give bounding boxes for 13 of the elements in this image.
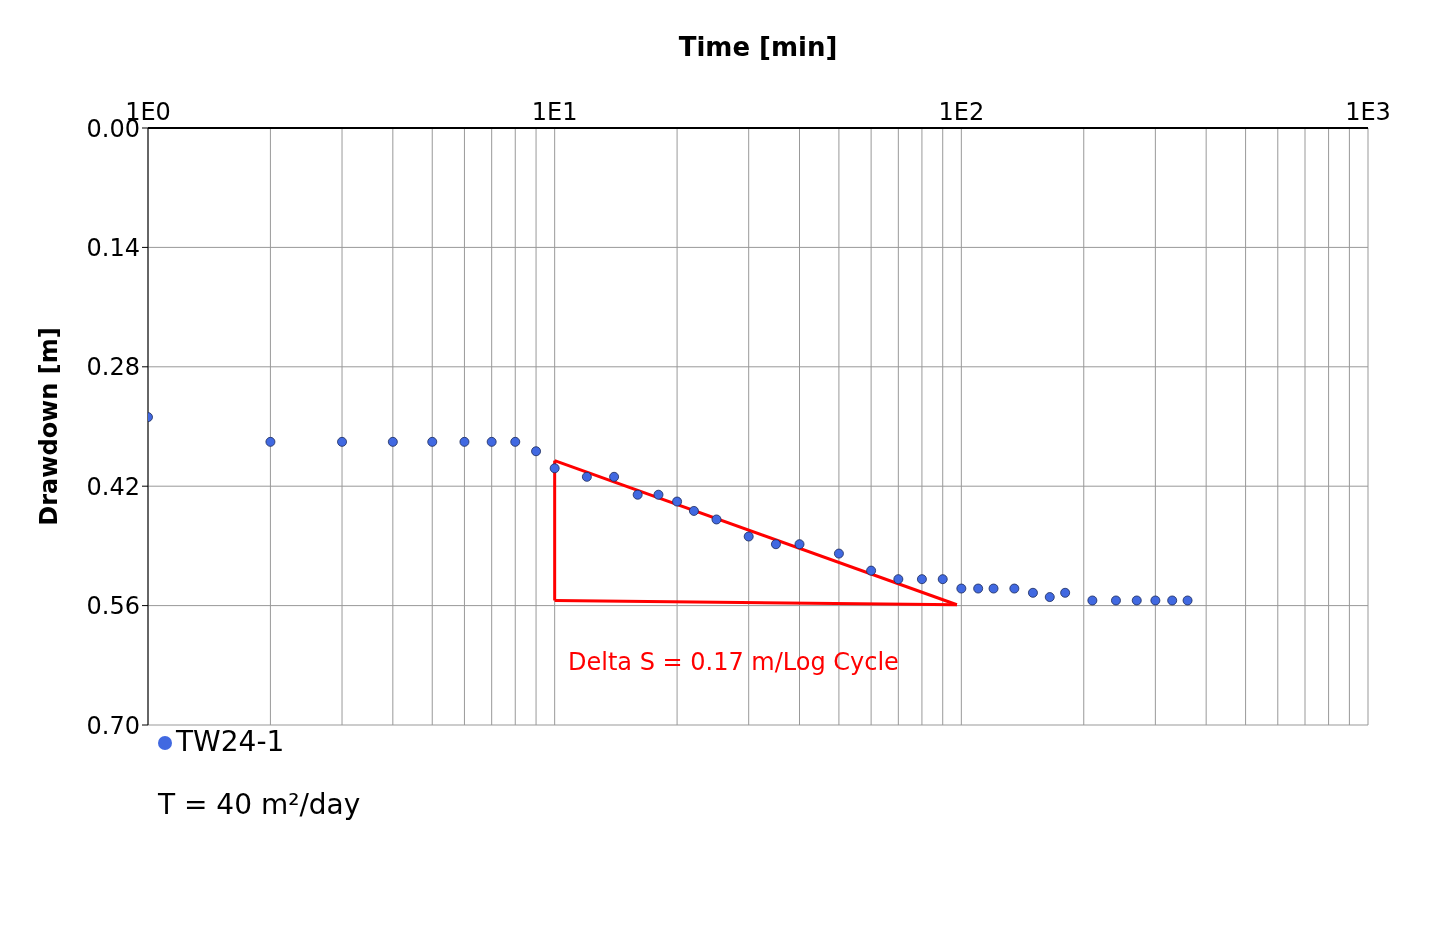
y-tick-label: 0.28 [86,353,140,382]
annotation: Delta S = 0.17 m/Log Cycle [568,648,899,676]
text: T = 40 m²/day [158,788,362,821]
x-tick-label: 1E3 [1345,98,1391,126]
y-tick-label: 0.42 [86,472,140,501]
y-tick-label: 0.70 [86,711,140,740]
y-tick-label: 0.56 [86,592,140,621]
x-tick-label: 1E2 [938,98,985,126]
x-tick-label: 1E1 [531,98,578,126]
x-axis-title: Time [min] [678,32,838,63]
y-tick-label: 0.14 [86,233,140,262]
y-axis-title: Drawdown [m] [34,327,63,526]
legend-label: TW24-1 [176,725,285,758]
